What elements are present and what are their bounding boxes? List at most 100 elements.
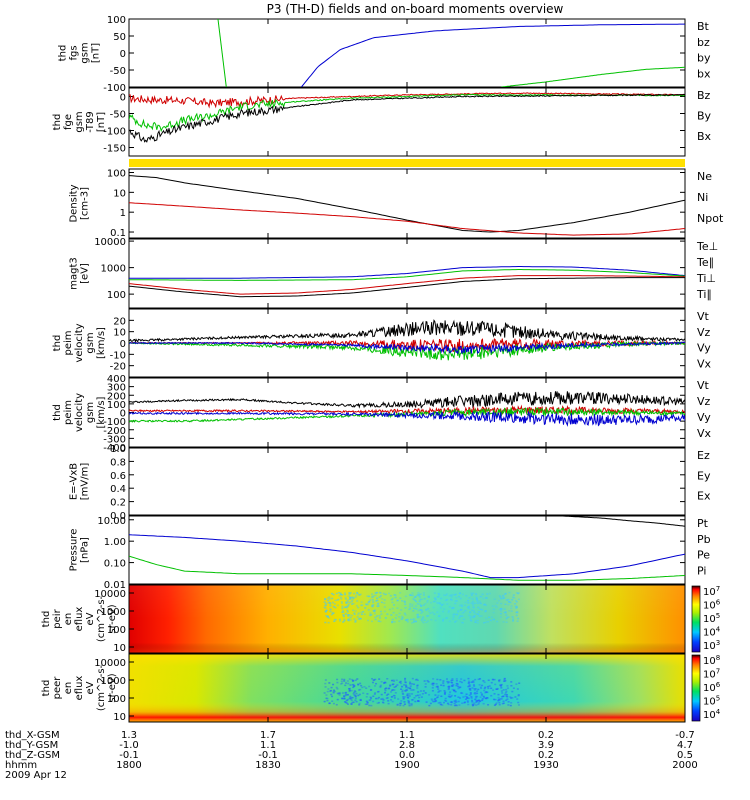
ytick-label: 10: [113, 643, 126, 654]
chart-title: P3 (TH-D) fields and on-board moments ov…: [267, 2, 564, 16]
colorbar: [691, 585, 701, 653]
ylabel-line: -T89: [85, 111, 96, 133]
legend-By: By: [697, 110, 712, 123]
colorbar-tick-label: 103: [703, 639, 720, 652]
ytick-label: 0.8: [110, 457, 126, 468]
ytick-label: 1.0: [110, 444, 126, 455]
panel-frame: [128, 168, 686, 239]
colorbar-tick-label: 108: [703, 654, 720, 667]
ytick-label: 10000: [94, 237, 126, 248]
ylabel-line: magt3: [69, 257, 80, 290]
colorbar-tick-label: 104: [703, 626, 721, 639]
colorbar-tick-label: 104: [703, 708, 721, 721]
spectrogram-noise: [323, 591, 520, 624]
ylabel-line: Density: [69, 184, 80, 222]
axis-row-value: 0.2: [538, 730, 554, 741]
legend-Bx: Bx: [697, 130, 712, 143]
ylabel-line: [nT]: [91, 43, 102, 63]
axis-row-value: 0.5: [677, 750, 693, 761]
ylabel-line: [nPa]: [80, 537, 91, 563]
legend-Bz: Bz: [697, 89, 711, 102]
ylabel-line: [eV]: [80, 263, 91, 284]
legend-Npot: Npot: [697, 212, 724, 225]
axis-row-value: 2000: [672, 760, 697, 771]
legend-Pi: Pi: [697, 564, 706, 577]
ylabel-line: eV: [85, 612, 96, 625]
series-Pt: [562, 516, 685, 527]
axis-row-value: 3.9: [538, 740, 554, 751]
ytick-label: -400: [103, 443, 126, 454]
ylabel-line: [mV/m]: [80, 463, 91, 501]
ytick-label: 1000: [101, 264, 126, 275]
axis-row-label: thd_Y-GSM: [5, 740, 58, 751]
ytick-label: -100: [103, 83, 126, 94]
ylabel-line: peim: [63, 330, 74, 355]
axis-row-value: 1.1: [260, 740, 276, 751]
axis-row-value: -0.1: [258, 750, 278, 761]
ylabel-line: thd: [52, 114, 63, 131]
ytick-label: 0.6: [110, 471, 126, 482]
axis-row-value: 1830: [255, 760, 280, 771]
ylabel-line: [cm-3]: [80, 187, 91, 220]
series-Ti⊥: [129, 266, 685, 279]
colorbar-tick-label: 105: [703, 695, 720, 708]
ylabel-line: [nT]: [96, 112, 107, 132]
colorbar-tick-label: 106: [703, 681, 721, 694]
panel-mode: [129, 159, 685, 167]
series-Vt: [129, 319, 685, 344]
axis-row-value: 1.3: [121, 730, 137, 741]
axis-row-value: 0.2: [538, 750, 554, 761]
legend-Ez: Ez: [697, 449, 710, 462]
ylabel-line: fgs: [69, 45, 80, 60]
series-Ni: [129, 175, 685, 233]
ytick-label: 200: [107, 391, 126, 402]
ytick-label: 0.4: [110, 484, 126, 495]
ylabel-line: [km/s]: [96, 327, 107, 359]
ylabel-line: thd: [52, 404, 63, 421]
ytick-label: 100: [107, 400, 126, 411]
ytick-label: 20: [113, 316, 126, 327]
ytick-label: 400: [107, 374, 126, 385]
ytick-label: 10000: [94, 589, 126, 600]
ylabel-line: eV: [85, 681, 96, 694]
ylabel-line: gsm: [85, 332, 96, 353]
axis-row-label: thd_Z-GSM: [5, 750, 60, 761]
legend-Ti∥: Ti∥: [696, 288, 712, 301]
axis-row-value: -1.0: [119, 740, 139, 751]
axis-row-value: 0.0: [399, 750, 415, 761]
axis-row-value: 2.8: [399, 740, 415, 751]
ylabel-line: en: [63, 682, 74, 695]
ytick-label: -100: [103, 127, 126, 138]
ytick-label: 100: [107, 15, 126, 26]
ylabel-line: peim: [63, 400, 74, 425]
ylabel-line: gsm: [80, 42, 91, 63]
ytick-label: 100: [107, 694, 126, 705]
series-Ne: [129, 202, 685, 236]
ytick-label: 0.2: [110, 498, 126, 509]
series-Ti∥: [129, 269, 685, 281]
spectrogram-noise: [323, 677, 521, 707]
ylabel-line: peer: [52, 676, 63, 700]
ylabel-line: thd: [52, 335, 63, 352]
panel-frame: [128, 18, 686, 88]
ylabel-line: gsm: [74, 111, 85, 132]
ytick-label: 10: [113, 188, 126, 199]
ylabel-line: eflux: [74, 607, 85, 632]
legend-Vx: Vx: [697, 427, 712, 440]
ylabel-line: thd: [41, 611, 52, 628]
legend-Vz: Vz: [697, 395, 711, 408]
ylabel-line: (cm^2-s-: [96, 595, 107, 642]
legend-Vt: Vt: [697, 379, 710, 392]
legend-Vz: Vz: [697, 326, 711, 339]
colorbar: [691, 654, 701, 722]
series-Te⊥: [129, 275, 685, 295]
ytick-label: -300: [103, 434, 126, 445]
ytick-label: 10.00: [97, 516, 126, 527]
series-Vt: [129, 391, 685, 409]
ytick-label: -10: [110, 350, 126, 361]
ytick-label: -50: [110, 66, 126, 77]
